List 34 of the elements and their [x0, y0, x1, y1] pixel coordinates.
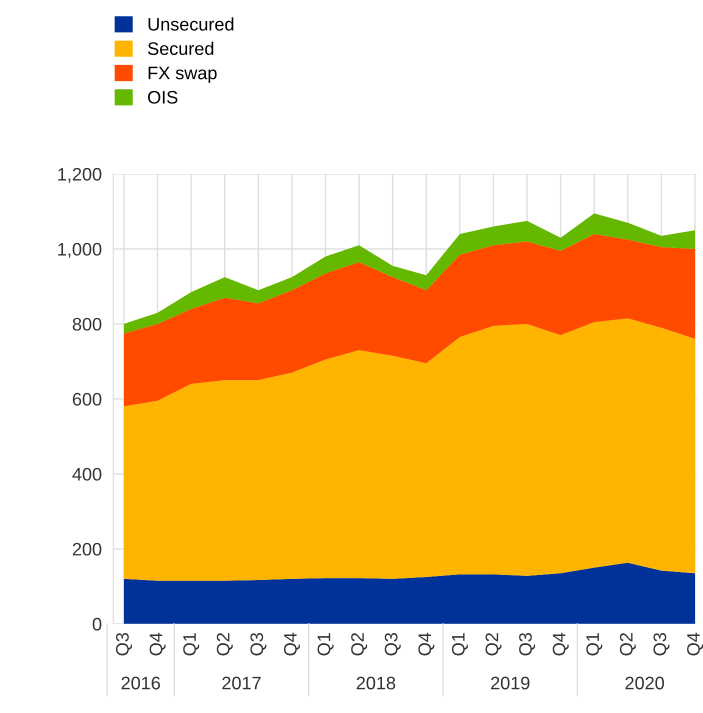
x-tick-label: Q4 [284, 632, 300, 656]
x-tick-label: Q4 [552, 632, 569, 656]
x-tick-label: Q2 [216, 633, 233, 656]
x-tick-label: Q3 [653, 633, 670, 656]
text: 2016 [122, 676, 160, 690]
x-tick-label: Q3 [250, 633, 266, 656]
legend-label: OIS [148, 90, 178, 104]
x-tick-label: Q4 [687, 632, 703, 656]
x-tick-label: Q3 [116, 633, 132, 656]
x-tick-label: Q1 [452, 633, 468, 656]
x-tick-label: Q2 [620, 633, 636, 656]
y-tick-label: 400 [72, 468, 102, 481]
text: 2018 [356, 676, 396, 690]
legend-label: Unsecured [148, 17, 234, 31]
x-tick-label: Q4 [418, 632, 434, 656]
legend-label: Secured [148, 42, 214, 56]
x-tick-label: Q1 [318, 633, 334, 656]
y-tick-label: 600 [72, 392, 102, 406]
x-tick-label: Q4 [150, 632, 166, 656]
x-tick-label: Q1 [183, 633, 200, 656]
y-tick-label: 1,000 [58, 242, 102, 258]
y-tick-label: 800 [72, 318, 102, 331]
text: 2017 [222, 676, 261, 690]
x-tick-label: Q2 [486, 633, 502, 656]
text: 2020 [625, 676, 664, 690]
x-tick-label: Q3 [519, 633, 536, 656]
y-tick-label: 0 [92, 618, 102, 631]
y-tick-label: 200 [72, 542, 102, 556]
x-tick-label: Q2 [351, 633, 368, 656]
text: 2019 [491, 676, 530, 690]
legend-label: FX swap [148, 66, 217, 83]
x-tick-label: Q1 [586, 633, 602, 656]
y-tick-label: 1,200 [58, 168, 102, 183]
x-tick-label: Q3 [384, 633, 401, 656]
